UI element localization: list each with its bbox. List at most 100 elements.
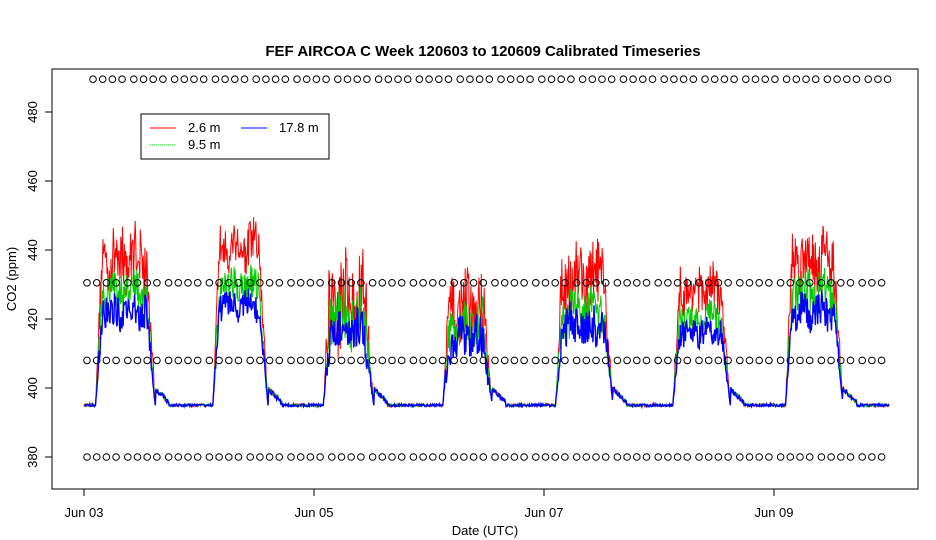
calibration-point (419, 279, 427, 287)
calibration-point (588, 75, 597, 83)
calibration-point (143, 279, 151, 287)
calibration-point (159, 75, 167, 83)
calibration-point (877, 356, 886, 365)
calibration-point (817, 453, 826, 461)
calibration-point (868, 279, 876, 287)
calibration-point (776, 279, 785, 287)
calibration-point (796, 356, 804, 365)
calibration-point (720, 75, 729, 83)
y-tick-label: 380 (25, 446, 40, 468)
calibration-point (234, 453, 243, 461)
calibration-point (724, 356, 732, 365)
calibration-point (469, 453, 478, 461)
calibration-point (118, 75, 126, 83)
calibration-point (316, 356, 324, 365)
calibration-point (328, 356, 336, 365)
calibration-point (133, 356, 142, 365)
calibration-point (180, 75, 189, 83)
calibration-point (642, 453, 651, 461)
calibration-point (215, 279, 223, 287)
calibration-point (124, 279, 132, 287)
calibration-point (541, 279, 550, 287)
calibration-point (710, 75, 719, 83)
calibration-point (683, 279, 692, 287)
calibration-point (736, 279, 744, 287)
calibration-point (306, 279, 315, 287)
calibration-point (629, 75, 637, 83)
calibration-point (479, 453, 488, 461)
calibration-point (683, 453, 692, 461)
calibration-point (296, 356, 305, 365)
calibration-point (265, 453, 274, 461)
calibration-point (334, 75, 342, 83)
calibration-point (287, 453, 295, 461)
calibration-point (378, 356, 387, 365)
calibration-point (633, 453, 641, 461)
calibration-point (275, 453, 284, 461)
calibration-point (561, 453, 569, 461)
calibration-point (642, 356, 651, 365)
calibration-point (429, 453, 437, 461)
calibration-point (357, 279, 365, 287)
calibration-point (316, 453, 324, 461)
calibration-point (623, 453, 631, 461)
calibration-point (846, 453, 855, 461)
calibration-point (287, 356, 295, 365)
calibration-point (246, 279, 254, 287)
legend-label-17-8m: 17.8 m (279, 120, 319, 135)
calibration-point (296, 279, 305, 287)
calibration-point (469, 356, 478, 365)
calibration-point (765, 279, 773, 287)
calibration-point (673, 453, 682, 461)
calibration-point (184, 356, 192, 365)
calibration-point (664, 279, 672, 287)
calibration-point (337, 279, 346, 287)
calibration-point (786, 453, 795, 461)
calibration-point (874, 75, 882, 83)
calibration-point (491, 356, 499, 365)
calibration-point (858, 279, 867, 287)
calibration-point (225, 279, 233, 287)
calibration-point (714, 356, 723, 365)
calibration-point (858, 356, 867, 365)
calibration-point (92, 279, 101, 287)
calibration-point (124, 453, 132, 461)
calibration-point (510, 453, 519, 461)
calibration-point (429, 279, 437, 287)
calibration-point (642, 279, 651, 287)
calibration-point (601, 453, 610, 461)
calibration-point (745, 356, 754, 365)
x-tick-label: Jun 03 (64, 505, 103, 520)
calibration-point (771, 75, 779, 83)
calibration-point (234, 356, 243, 365)
calibration-point (429, 356, 437, 365)
series-line-17-8-m (83, 288, 890, 410)
calibration-point (438, 279, 447, 287)
calibration-point (852, 75, 861, 83)
series-layer (83, 217, 890, 410)
calibration-point (623, 279, 631, 287)
calibration-point (592, 279, 600, 287)
calibration-point (221, 75, 229, 83)
calibration-point (532, 279, 540, 287)
calibration-point (782, 75, 791, 83)
calibration-point (837, 356, 845, 365)
calibration-point (817, 356, 826, 365)
calibration-point (485, 75, 494, 83)
calibration-point (225, 453, 233, 461)
calibration-point (601, 356, 610, 365)
calibration-point (837, 453, 845, 461)
calibration-point (695, 279, 703, 287)
calibration-point (877, 453, 886, 461)
calibration-point (256, 279, 264, 287)
calibration-point (124, 356, 132, 365)
calibration-point (689, 75, 698, 83)
calibration-point (765, 453, 773, 461)
calibration-point (102, 356, 111, 365)
calibration-point (378, 453, 387, 461)
calibration-point (776, 453, 785, 461)
calibration-point (864, 75, 873, 83)
calibration-point (347, 279, 356, 287)
calibration-point (827, 356, 835, 365)
